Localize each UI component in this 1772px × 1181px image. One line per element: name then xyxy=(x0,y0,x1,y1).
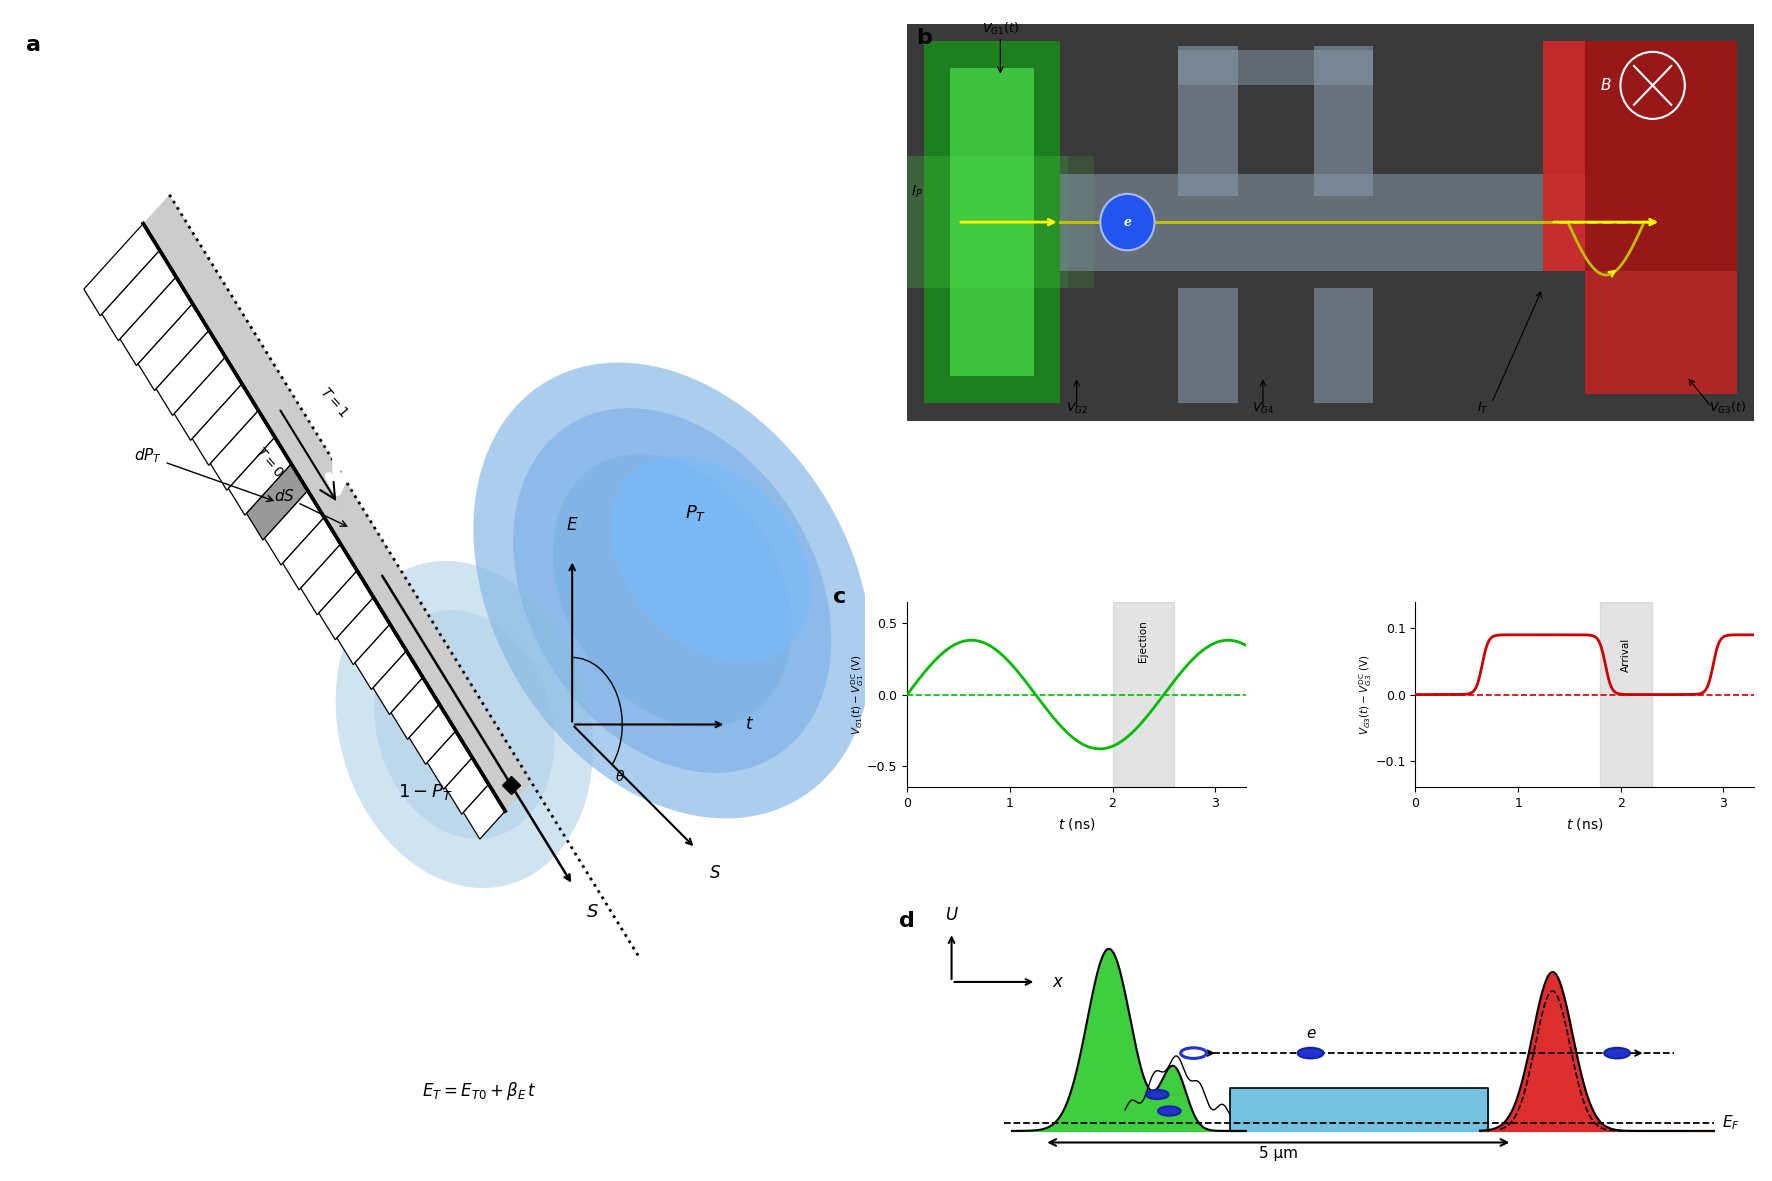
Text: $T=0$: $T=0$ xyxy=(252,444,285,481)
Polygon shape xyxy=(925,41,1060,403)
Circle shape xyxy=(1180,1048,1207,1058)
Polygon shape xyxy=(301,544,358,615)
Text: c: c xyxy=(833,587,845,607)
Text: $P_T$: $P_T$ xyxy=(684,503,705,523)
Text: $E_F$: $E_F$ xyxy=(1722,1114,1740,1131)
Polygon shape xyxy=(211,411,275,490)
Polygon shape xyxy=(193,384,259,465)
Bar xyxy=(1113,601,1175,788)
Polygon shape xyxy=(907,156,1093,288)
Text: e: e xyxy=(1306,1025,1315,1040)
Bar xyxy=(1178,46,1237,196)
Text: $dS$: $dS$ xyxy=(273,488,347,527)
Text: $B$: $B$ xyxy=(1600,78,1613,93)
Polygon shape xyxy=(392,678,439,739)
Polygon shape xyxy=(319,570,374,640)
Text: Arrival: Arrival xyxy=(1621,638,1630,672)
Text: $dP_T$: $dP_T$ xyxy=(133,446,273,502)
Y-axis label: $V_{G3}(t)-V_{G3}^{\mathrm{DC}}\ \mathrm{(V)}$: $V_{G3}(t)-V_{G3}^{\mathrm{DC}}\ \mathrm… xyxy=(1357,654,1373,735)
Polygon shape xyxy=(144,195,532,811)
Text: $V_{G3}(t)$: $V_{G3}(t)$ xyxy=(1708,400,1745,416)
Polygon shape xyxy=(264,490,324,565)
Text: $U$: $U$ xyxy=(944,906,959,924)
Text: $I_T$: $I_T$ xyxy=(1478,402,1488,416)
Polygon shape xyxy=(337,598,390,665)
Polygon shape xyxy=(427,731,473,789)
Polygon shape xyxy=(409,704,455,764)
Polygon shape xyxy=(445,758,489,814)
Bar xyxy=(1313,46,1373,196)
Text: b: b xyxy=(916,27,932,47)
Bar xyxy=(1313,288,1373,403)
Polygon shape xyxy=(284,517,340,590)
Text: $I_P$: $I_P$ xyxy=(911,184,923,200)
Polygon shape xyxy=(174,357,243,441)
Circle shape xyxy=(1146,1090,1168,1100)
Text: e: e xyxy=(1123,216,1132,229)
Text: $x$: $x$ xyxy=(1053,973,1065,991)
Text: $V_{G4}$: $V_{G4}$ xyxy=(1251,402,1274,416)
Text: $T=1$: $T=1$ xyxy=(317,385,351,420)
X-axis label: $t\ \mathrm{(ns)}$: $t\ \mathrm{(ns)}$ xyxy=(1058,816,1095,831)
Polygon shape xyxy=(1230,1088,1488,1131)
Polygon shape xyxy=(462,784,505,839)
Circle shape xyxy=(1604,1048,1630,1058)
Text: $S$: $S$ xyxy=(587,903,599,921)
Text: $V_{G1}(t)$: $V_{G1}(t)$ xyxy=(982,20,1019,37)
Text: a: a xyxy=(27,35,41,56)
Polygon shape xyxy=(374,651,424,715)
Polygon shape xyxy=(103,250,175,341)
Text: Ejection: Ejection xyxy=(1138,620,1148,663)
Text: $\theta$: $\theta$ xyxy=(615,769,626,784)
Polygon shape xyxy=(907,156,1069,288)
Ellipse shape xyxy=(611,456,812,663)
Text: $E_T = E_{T0} + \beta_E\, t$: $E_T = E_{T0} + \beta_E\, t$ xyxy=(422,1079,537,1102)
Text: $V_{G2}$: $V_{G2}$ xyxy=(1065,402,1088,416)
Polygon shape xyxy=(246,464,308,540)
Polygon shape xyxy=(229,437,291,515)
Polygon shape xyxy=(950,67,1035,377)
Polygon shape xyxy=(354,624,406,690)
Polygon shape xyxy=(1584,270,1737,394)
Polygon shape xyxy=(156,331,225,416)
Text: $S$: $S$ xyxy=(709,863,721,882)
Ellipse shape xyxy=(374,611,555,839)
Polygon shape xyxy=(83,223,159,315)
Text: 5 μm: 5 μm xyxy=(1258,1147,1297,1161)
Text: $1-P_T$: $1-P_T$ xyxy=(399,782,454,802)
Ellipse shape xyxy=(514,409,831,772)
Text: $E$: $E$ xyxy=(565,516,578,534)
X-axis label: $t\ \mathrm{(ns)}$: $t\ \mathrm{(ns)}$ xyxy=(1566,816,1604,831)
Circle shape xyxy=(1100,194,1155,250)
Polygon shape xyxy=(138,304,209,391)
Text: d: d xyxy=(898,911,914,931)
Circle shape xyxy=(1297,1048,1324,1058)
Ellipse shape xyxy=(473,363,872,818)
Polygon shape xyxy=(120,278,193,366)
Bar xyxy=(1600,601,1652,788)
Polygon shape xyxy=(1542,41,1737,270)
Y-axis label: $V_{G1}(t)-V_{G1}^{\mathrm{DC}}\ \mathrm{(V)}$: $V_{G1}(t)-V_{G1}^{\mathrm{DC}}\ \mathrm… xyxy=(849,654,865,735)
Bar xyxy=(1178,288,1237,403)
Ellipse shape xyxy=(335,561,594,888)
Circle shape xyxy=(1159,1107,1180,1116)
Bar xyxy=(1178,50,1373,85)
Ellipse shape xyxy=(553,454,792,727)
Bar xyxy=(1060,174,1584,270)
Text: $t$: $t$ xyxy=(746,716,755,733)
Polygon shape xyxy=(1542,41,1584,270)
